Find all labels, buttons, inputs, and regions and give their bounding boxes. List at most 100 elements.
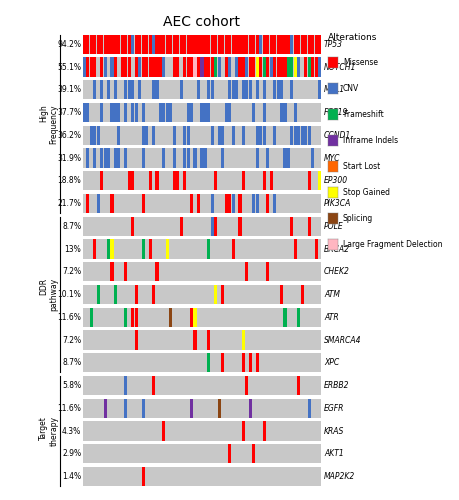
Bar [104,34,106,54]
Bar [221,285,224,304]
Bar [246,80,248,100]
Bar [214,171,218,190]
Bar [280,34,283,54]
Text: MAP2K2: MAP2K2 [324,472,355,481]
Bar [252,34,255,54]
Bar [269,171,273,190]
Bar [218,126,221,145]
Text: 18.8%: 18.8% [57,176,81,186]
Text: High
Frequency: High Frequency [39,104,58,144]
Bar [83,376,321,395]
Bar [141,240,145,258]
Bar [314,34,318,54]
Bar [169,34,173,54]
Bar [211,216,214,236]
Text: Frameshift: Frameshift [343,110,384,119]
Bar [134,308,138,327]
Bar [204,148,207,168]
Text: 55.1%: 55.1% [57,62,81,72]
Bar [93,58,96,76]
Bar [231,80,235,100]
Bar [190,398,193,418]
Bar [83,34,321,54]
Bar [173,34,176,54]
Bar [304,34,307,54]
Text: Splicing: Splicing [343,214,373,223]
Bar [224,194,228,213]
Bar [149,171,151,190]
Bar [152,34,155,54]
Bar [124,103,128,122]
Bar [121,34,124,54]
Text: 7.2%: 7.2% [62,268,81,276]
Bar [235,34,238,54]
Bar [173,58,176,76]
Text: POLE: POLE [324,222,344,231]
Bar [294,103,297,122]
Text: Target
therapy: Target therapy [39,416,58,446]
Text: CHEK2: CHEK2 [324,268,350,276]
Bar [86,103,90,122]
Text: 8.7%: 8.7% [62,358,81,368]
Bar [114,34,117,54]
Bar [318,58,321,76]
Bar [86,194,90,213]
Bar [242,34,245,54]
Bar [183,126,186,145]
Bar [207,80,210,100]
Bar [242,422,245,440]
Bar [204,58,207,76]
Bar [297,308,300,327]
Bar [194,148,196,168]
Bar [128,58,131,76]
Bar [124,376,128,395]
Bar [197,58,200,76]
Bar [256,80,259,100]
Bar [118,126,121,145]
Bar [280,80,283,100]
Bar [166,240,169,258]
Bar [128,80,131,100]
Bar [242,353,245,372]
Bar [301,126,304,145]
Text: Alterations: Alterations [328,32,378,42]
Bar [97,285,100,304]
Bar [176,34,179,54]
Bar [138,58,141,76]
Bar [138,34,141,54]
Bar [263,126,266,145]
Bar [311,34,314,54]
Bar [273,194,276,213]
Bar [211,58,214,76]
Bar [311,148,314,168]
Bar [83,148,321,168]
Bar [224,103,228,122]
Bar [211,80,214,100]
Bar [214,58,218,76]
Bar [190,34,193,54]
Bar [297,126,300,145]
Bar [145,126,148,145]
Bar [221,126,224,145]
Bar [83,216,321,236]
Bar [134,34,138,54]
Bar [287,58,290,76]
Bar [201,58,203,76]
Bar [134,103,138,122]
Text: FGF19: FGF19 [324,108,348,117]
Bar [100,34,103,54]
Bar [259,126,263,145]
Bar [156,171,158,190]
Text: ATR: ATR [324,313,339,322]
Bar [304,58,307,76]
Bar [318,34,321,54]
Bar [249,353,252,372]
Bar [173,148,176,168]
Text: SMARCA4: SMARCA4 [324,336,362,344]
Text: CCND1: CCND1 [324,131,351,140]
Text: DDR
pathway: DDR pathway [39,278,58,311]
Bar [138,80,141,100]
Bar [294,240,297,258]
Text: 10.1%: 10.1% [57,290,81,299]
Bar [224,58,228,76]
